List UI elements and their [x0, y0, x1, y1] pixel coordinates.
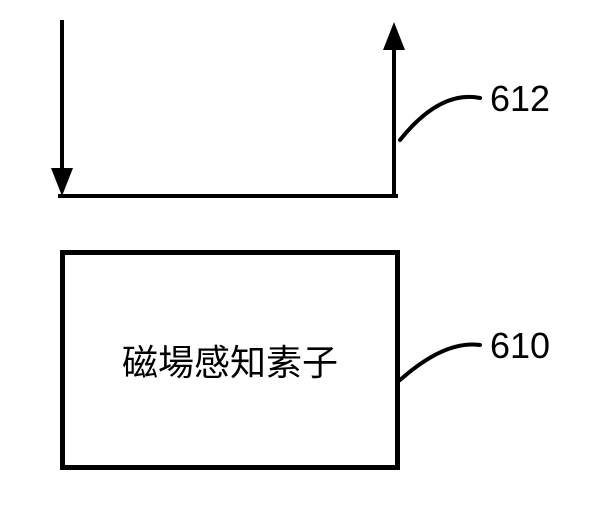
diagram-canvas: 612 磁場感知素子 610 — [0, 0, 597, 523]
leader-610 — [0, 0, 597, 523]
callout-label-610: 610 — [490, 325, 550, 367]
